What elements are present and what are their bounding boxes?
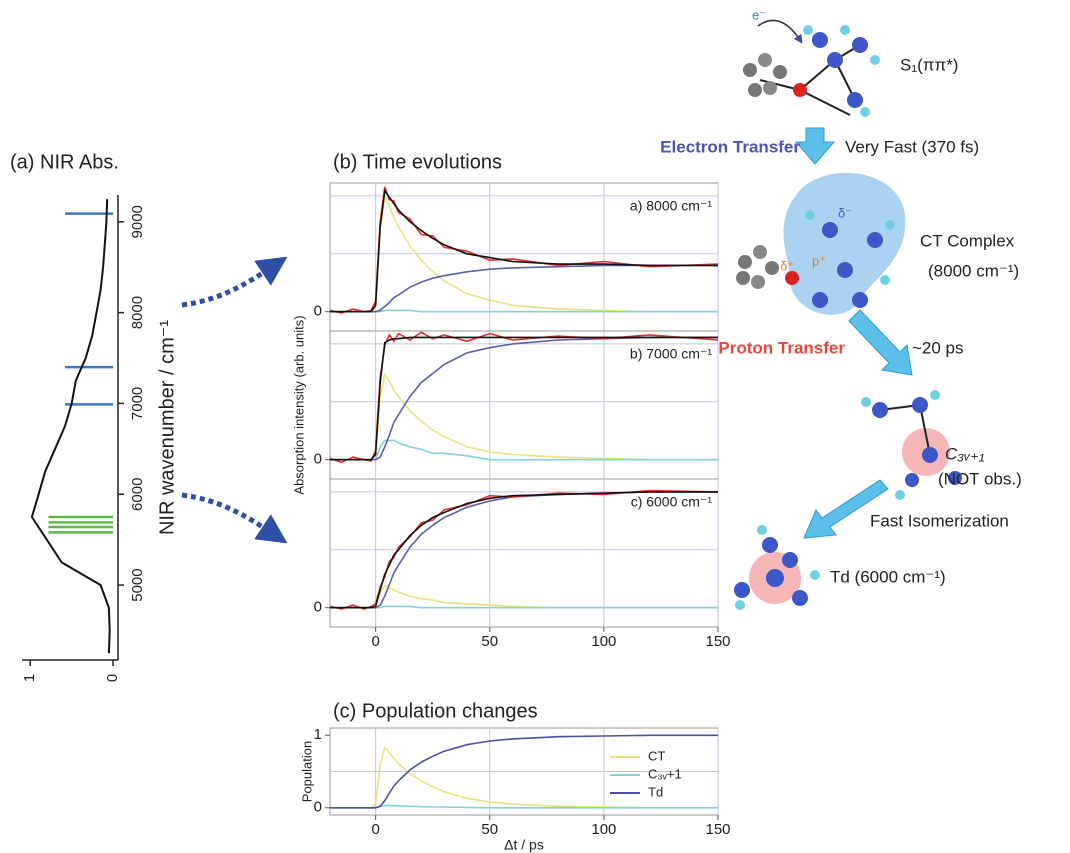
state-label: (8000 cm⁻¹) <box>928 261 1019 280</box>
axis-title: Δt / ps <box>504 837 544 853</box>
legend-label: C₃ᵥ+1 <box>648 766 682 781</box>
state-label: C₃ᵥ₊₁ <box>945 444 984 463</box>
series-line <box>330 734 718 809</box>
y-tick-label: 9000 <box>129 205 146 238</box>
time-label: ~20 ps <box>912 338 964 357</box>
x-tick-label: 50 <box>481 821 498 838</box>
arrow <box>803 479 889 539</box>
link-arrow <box>181 492 288 544</box>
molecule-ct <box>736 172 906 315</box>
x-tick-label: 50 <box>481 633 498 650</box>
x-tick-label: 1 <box>21 674 38 682</box>
x-tick-label: 100 <box>591 821 616 838</box>
arrow <box>794 127 836 165</box>
y-tick-label: 0 <box>314 451 322 468</box>
process-label: Electron Transfer <box>660 137 800 156</box>
y-tick-label: 6000 <box>129 478 146 511</box>
x-tick-label: 100 <box>591 633 616 650</box>
y-tick-label: 0 <box>314 599 322 616</box>
molecule-c3v <box>861 390 962 500</box>
series-line <box>330 336 718 461</box>
spectrum-line <box>30 199 111 654</box>
y-tick-label: 8000 <box>129 296 146 329</box>
process-label: Fast Isomerization <box>870 511 1009 530</box>
axis-title: Absorption intensity (arb. units) <box>291 315 306 494</box>
charge-label: δ⁻ <box>838 205 852 220</box>
x-tick-label: 0 <box>371 633 379 650</box>
process-label: Proton Transfer <box>718 338 845 357</box>
panel-label: a) 8000 cm⁻¹ <box>630 198 712 214</box>
process-arrows <box>794 127 913 539</box>
molecule-s1 <box>743 19 880 117</box>
legend-label: CT <box>648 748 665 763</box>
y-tick-label: 7000 <box>129 387 146 420</box>
axis-title: Population <box>299 741 314 802</box>
state-label: Td (6000 cm⁻¹) <box>830 567 946 586</box>
panel-label: c) 6000 cm⁻¹ <box>631 494 713 510</box>
x-tick-label: 150 <box>705 633 730 650</box>
legend-label: Td <box>648 784 663 799</box>
panel-title: (c) Population changes <box>333 700 538 722</box>
y-tick-label: 0 <box>314 303 322 320</box>
y-tick-label: 0 <box>314 799 322 816</box>
y-tick-label: 1 <box>314 726 322 743</box>
series-line <box>330 188 718 313</box>
panel-title: (a) NIR Abs. <box>10 151 119 173</box>
arrow <box>848 309 913 376</box>
series-line <box>330 491 718 609</box>
panel-title: (b) Time evolutions <box>333 151 502 173</box>
time-label: Very Fast (370 fs) <box>845 137 979 156</box>
panel-label: b) 7000 cm⁻¹ <box>630 346 712 362</box>
x-tick-label: 0 <box>104 674 121 682</box>
state-label: S₁(ππ*) <box>900 55 958 74</box>
axis-title: NIR wavenumber / cm⁻¹ <box>156 320 178 535</box>
state-label: (NOT obs.) <box>938 469 1022 488</box>
charge-label: δ⁺ <box>780 258 794 273</box>
y-tick-label: 5000 <box>129 568 146 601</box>
link-arrow <box>181 256 288 308</box>
x-tick-label: 0 <box>371 821 379 838</box>
state-label: CT Complex <box>920 231 1015 250</box>
electron-label: e⁻ <box>752 7 766 22</box>
molecule-td <box>734 525 820 610</box>
x-tick-label: 150 <box>705 821 730 838</box>
charge-label: p⁺ <box>812 253 826 268</box>
plot-frame <box>329 330 719 480</box>
